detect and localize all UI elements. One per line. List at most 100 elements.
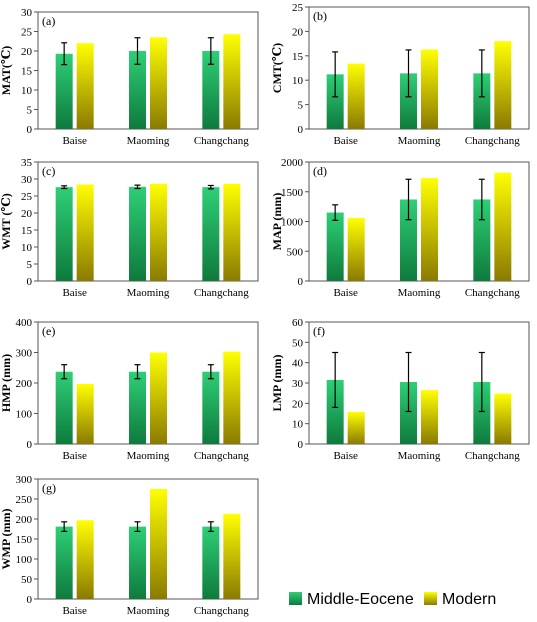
category-label: Changchang — [194, 450, 249, 462]
category-label: Baise — [62, 450, 87, 462]
bar-modern-changchang — [494, 172, 512, 281]
panel-label: (a) — [42, 14, 55, 28]
legend: Middle-Eocene Modern — [289, 591, 496, 608]
y-tick-label: 15 — [21, 66, 33, 78]
y-tick-label: 0 — [298, 124, 304, 136]
y-tick-label: 25 — [21, 27, 33, 39]
bar-middle-eocene-maoming — [400, 381, 417, 444]
y-tick-label: 30 — [292, 378, 304, 390]
y-axis-label: LMP (mm) — [270, 355, 284, 412]
y-tick-label: 5 — [298, 100, 304, 112]
category-label: Maoming — [398, 287, 441, 299]
bar-middle-eocene-changchang — [202, 187, 220, 281]
category-label: Baise — [62, 287, 87, 299]
y-tick-label: 400 — [16, 317, 33, 329]
chart-panel-mapmm: 0 500 1000 1500 2000 MAP (mm) (d) Baise Maoming C… — [270, 157, 530, 299]
bar-modern-baise — [76, 43, 94, 130]
y-axis-label: WMT (℃) — [0, 193, 13, 249]
legend-swatch-middle-eocene — [289, 592, 302, 605]
category-label: Baise — [333, 287, 358, 299]
bar-modern-changchang — [494, 393, 512, 444]
bar-middle-eocene-baise — [326, 74, 344, 129]
panel-label: (d) — [313, 164, 327, 178]
y-tick-label: 35 — [21, 157, 33, 169]
legend-label-middle-eocene: Middle-Eocene — [307, 591, 414, 608]
bar-middle-eocene-baise — [55, 187, 73, 281]
chart-panel-mat: 0 5 10 15 20 25 30 MAT(℃) (a) Baise Maoming Changch… — [0, 7, 259, 147]
bar-middle-eocene-baise — [55, 371, 73, 444]
y-tick-label: 20 — [292, 398, 304, 410]
bar-middle-eocene-baise — [55, 526, 73, 599]
chart-panel-wmt: 0 5 10 15 20 25 30 35 WMT (℃) (c) Baise Maoming Chan… — [0, 157, 259, 299]
category-label: Baise — [62, 135, 87, 147]
bar-middle-eocene-maoming — [129, 371, 146, 444]
category-label: Maoming — [127, 450, 170, 462]
chart-panel-hmpmm: 0 100 200 300 400 HMP (mm) (e) Baise Maoming Chan… — [0, 317, 259, 462]
category-label: Maoming — [127, 135, 170, 147]
bar-middle-eocene-changchang — [202, 526, 220, 599]
bar-modern-changchang — [223, 34, 241, 130]
y-tick-label: 10 — [292, 419, 304, 431]
bar-modern-changchang — [223, 351, 241, 444]
y-axis-label: HMP (mm) — [0, 354, 13, 412]
y-tick-label: 20 — [292, 26, 304, 38]
y-tick-label: 300 — [16, 474, 33, 486]
y-tick-label: 50 — [292, 337, 304, 349]
y-tick-label: 500 — [287, 246, 304, 258]
y-tick-label: 30 — [21, 174, 33, 186]
legend-label-modern: Modern — [442, 591, 496, 608]
y-tick-label: 25 — [21, 191, 33, 203]
y-tick-label: 25 — [292, 2, 304, 14]
bar-modern-baise — [76, 520, 94, 599]
chart-panel-wmpmm: 0 50 100 150 200 250 300 WMP (mm) (g) Baise Maomin… — [0, 474, 259, 617]
category-label: Maoming — [127, 287, 170, 299]
chart-panel-cmt: 0 5 10 15 20 25 CMT(℃) (b) Baise Maoming Changchan… — [270, 2, 530, 147]
bar-middle-eocene-changchang — [202, 51, 220, 129]
y-tick-label: 20 — [21, 208, 33, 220]
bar-modern-baise — [347, 63, 365, 129]
y-axis-label: MAP (mm) — [270, 193, 284, 251]
y-tick-label: 250 — [16, 494, 33, 506]
bar-middle-eocene-maoming — [129, 51, 146, 129]
y-tick-label: 5 — [27, 259, 33, 271]
category-label: Baise — [333, 450, 358, 462]
bar-modern-baise — [347, 217, 365, 281]
y-tick-label: 200 — [16, 378, 33, 390]
y-tick-label: 30 — [21, 7, 33, 19]
bar-modern-changchang — [223, 183, 241, 281]
bar-modern-changchang — [494, 41, 512, 129]
panel-label: (g) — [42, 481, 56, 495]
y-tick-label: 40 — [292, 358, 304, 370]
category-label: Changchang — [465, 135, 520, 147]
bar-middle-eocene-changchang — [473, 73, 491, 129]
bar-middle-eocene-changchang — [202, 371, 220, 444]
y-tick-label: 0 — [27, 439, 33, 451]
y-tick-label: 100 — [16, 554, 33, 566]
plot-frame — [308, 6, 530, 130]
y-axis-label: CMT(℃) — [270, 43, 284, 93]
y-axis-label: MAT(℃) — [0, 46, 13, 95]
panel-label: (f) — [313, 324, 325, 338]
panel-label: (c) — [42, 164, 55, 178]
y-tick-label: 50 — [21, 574, 33, 586]
y-tick-label: 10 — [21, 85, 33, 97]
bar-middle-eocene-baise — [326, 212, 344, 281]
bar-modern-maoming — [150, 489, 167, 599]
category-label: Maoming — [398, 450, 441, 462]
bar-modern-baise — [76, 184, 94, 281]
bar-modern-baise — [76, 383, 94, 444]
category-label: Baise — [62, 605, 87, 617]
bar-modern-baise — [347, 411, 365, 444]
bar-modern-maoming — [421, 390, 438, 444]
y-tick-label: 300 — [16, 348, 33, 360]
bar-modern-changchang — [223, 513, 241, 599]
chart-panel-lmpmm: 0 10 20 30 40 50 60 LMP (mm) (f) Baise Maoming Chan… — [270, 317, 530, 462]
category-label: Baise — [333, 135, 358, 147]
y-axis-label: WMP (mm) — [0, 509, 13, 570]
y-tick-label: 10 — [21, 242, 33, 254]
bar-middle-eocene-baise — [326, 379, 344, 444]
y-tick-label: 0 — [298, 276, 304, 288]
y-tick-label: 1500 — [281, 187, 304, 199]
bar-middle-eocene-baise — [55, 53, 73, 130]
